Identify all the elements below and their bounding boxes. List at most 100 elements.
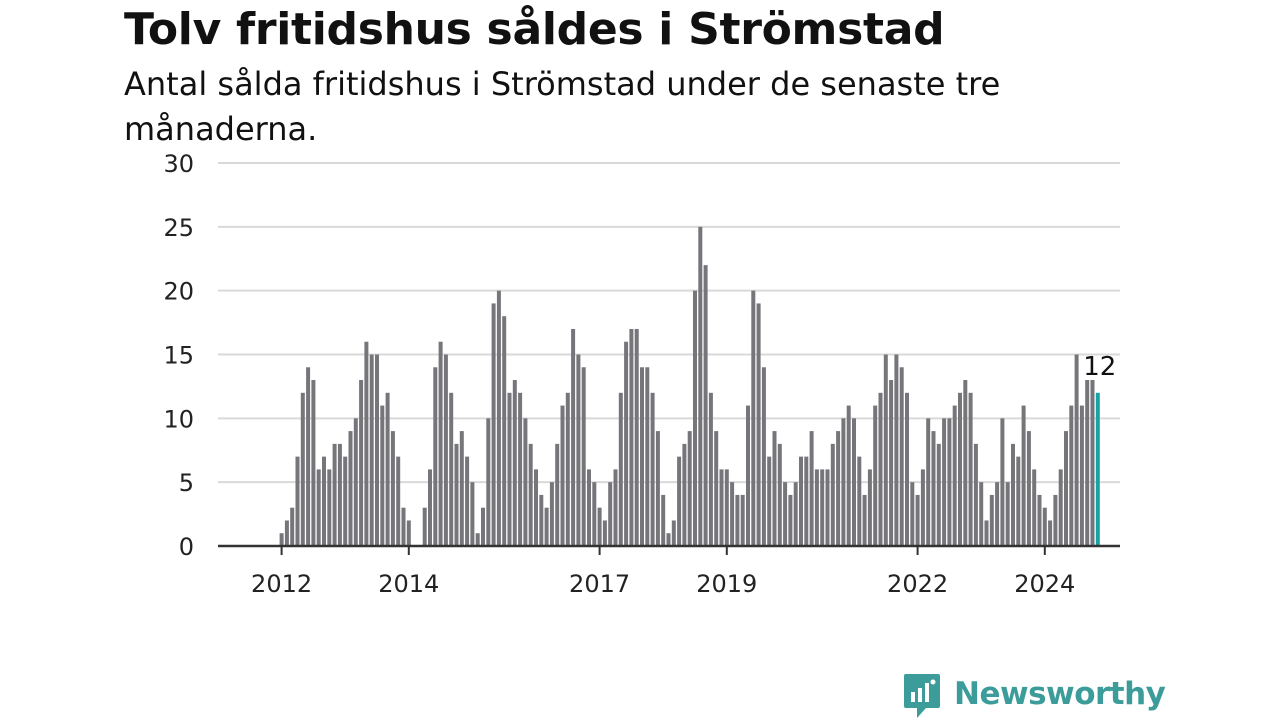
bar [428,469,432,546]
bar [311,380,316,546]
bar [830,443,835,546]
y-tick-label: 10 [163,405,194,433]
bar [809,431,814,546]
bar [958,392,962,546]
bar [645,367,650,546]
chat-bar-chart-icon [902,672,942,718]
bar [470,482,475,546]
bar [714,431,719,546]
bar [777,443,782,546]
bar [693,290,697,546]
bar [841,418,846,546]
bar [1032,469,1037,546]
bar [539,494,544,546]
bar [1090,380,1095,546]
bar [523,418,528,546]
bar [793,482,798,546]
bar [1079,405,1084,546]
bar [963,380,968,546]
bar [380,405,385,546]
bar [597,507,602,546]
bar [618,392,623,546]
bar [1074,354,1079,546]
bar [973,443,978,546]
bar [671,520,676,546]
bar [952,405,957,546]
bar [862,494,867,546]
bar [735,494,740,546]
chart-subtitle: Antal sålda fritidshus i Strömstad under… [124,65,1001,148]
bar [502,316,507,546]
bar [1026,431,1031,546]
bar [788,494,793,546]
bar [454,443,459,546]
bar [857,456,862,546]
bar [640,367,644,546]
bar [433,367,438,546]
bar [984,520,989,546]
bar [1016,456,1021,546]
bar [322,456,326,546]
bar [316,469,321,546]
bar [867,469,872,546]
bar [740,494,745,546]
bar [359,380,364,546]
bar [846,405,851,546]
chart-title: Tolv fritidshus såldes i Strömstad [124,4,945,55]
bar [825,469,830,546]
bar [491,303,496,546]
bar [507,392,512,546]
logo-text: Newsworthy [954,676,1166,712]
bar [571,328,576,546]
bar [1048,520,1053,546]
bar [443,354,448,546]
newsworthy-logo: Newsworthy [902,670,1166,718]
bar [751,290,756,546]
bar [947,418,952,546]
gridlines [218,162,1120,484]
x-tick-label: 2022 [887,570,948,598]
bar [602,520,607,546]
bar [905,392,909,546]
bar [560,405,565,546]
bar [385,392,390,546]
bar [894,354,899,546]
bar [534,469,538,546]
bar [422,507,427,546]
bar [756,303,761,546]
bar [836,431,841,546]
bar [475,533,480,546]
bar [746,405,750,546]
bar [1037,494,1042,546]
bar [995,482,1000,546]
bar [306,367,311,546]
bar [549,482,554,546]
bar [465,456,470,546]
bar [687,431,692,546]
bar [613,469,618,546]
bar [799,456,803,546]
bar [544,507,549,546]
bar [772,431,777,546]
bar [290,507,295,546]
y-tick-label: 30 [163,150,194,178]
bar [899,367,904,546]
bar [401,507,406,546]
bar [390,431,395,546]
bar [682,443,687,546]
x-tick-label: 2014 [378,570,439,598]
bar [581,367,586,546]
bar [459,431,464,546]
bar [481,507,485,546]
bar [449,392,454,546]
y-tick-label: 5 [179,469,194,497]
bar [1064,431,1068,546]
bar [889,380,894,546]
bar [767,456,772,546]
bar [279,533,284,546]
bar [979,482,984,546]
bar [518,392,523,546]
latest-value-label: 12 [1083,352,1116,382]
bar [698,226,703,546]
